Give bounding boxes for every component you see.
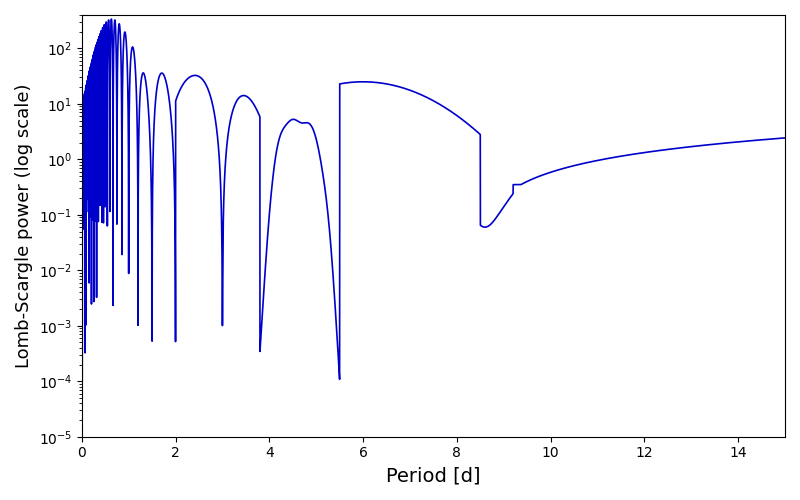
X-axis label: Period [d]: Period [d] bbox=[386, 466, 481, 485]
Y-axis label: Lomb-Scargle power (log scale): Lomb-Scargle power (log scale) bbox=[15, 84, 33, 368]
